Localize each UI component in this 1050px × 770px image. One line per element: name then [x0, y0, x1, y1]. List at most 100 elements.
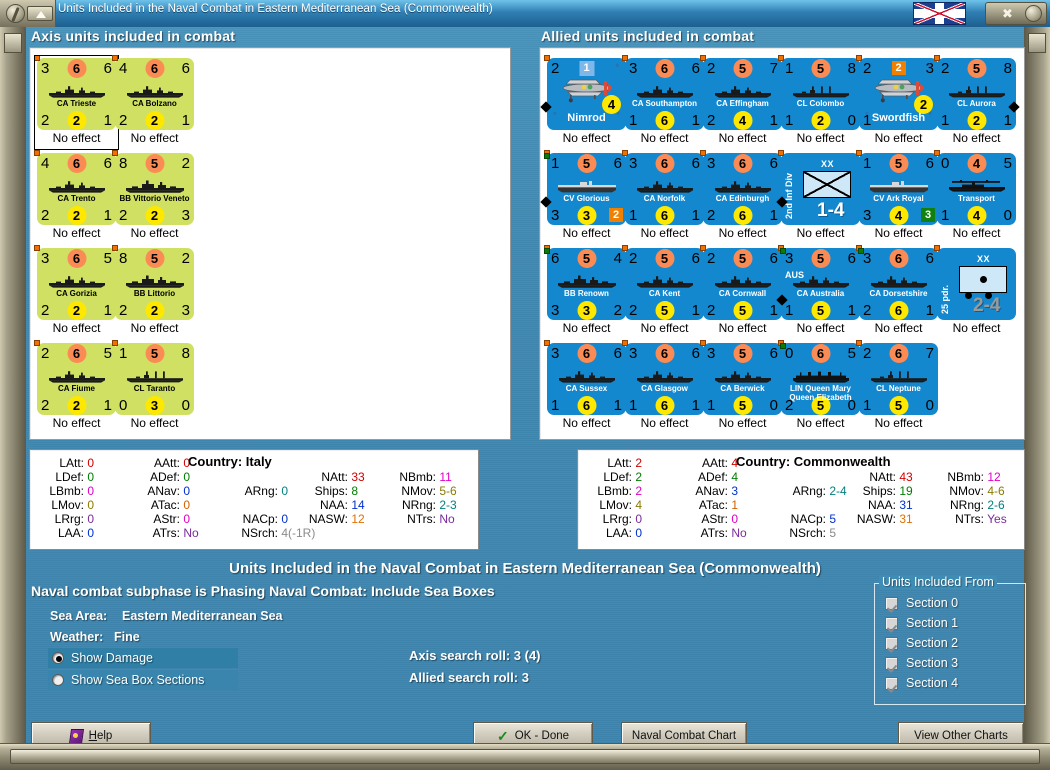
unit-cell[interactable]: 1 8 1 0 5 2 CL Colombo No effect: [778, 55, 860, 145]
unit-cell[interactable]: 1 8 0 0 5 3 CL Taranto No effect: [112, 340, 194, 430]
unit-cell[interactable]: 2 7 1 0 6 5 CL Neptune No effect: [856, 340, 938, 430]
radio-show-sea-box-indicator: [52, 674, 64, 686]
unit-effect-label: No effect: [52, 321, 101, 335]
section-checkbox[interactable]: [885, 616, 898, 630]
unit-counter[interactable]: 2 7 2 1 5 4 CA Effingham: [703, 58, 782, 130]
radio-show-sea-box-sections[interactable]: Show Sea Box Sections: [48, 670, 238, 690]
radio-show-damage[interactable]: Show Damage: [48, 648, 238, 668]
unit-effect-label: No effect: [640, 226, 689, 240]
section-checkbox-row-0[interactable]: Section 0: [885, 596, 958, 610]
counter-defense-bubble: 2: [811, 111, 830, 130]
liner-silhouette-icon: [790, 370, 852, 383]
unit-counter[interactable]: 1 8 0 0 5 3 CL Taranto: [115, 343, 194, 415]
allied-section-header: Allied units included in combat: [541, 28, 755, 44]
unit-effect-label: No effect: [796, 321, 845, 335]
stat-line: ATac: 1: [682, 498, 774, 512]
window-collapse-icon[interactable]: [27, 6, 53, 21]
section-checkbox[interactable]: [885, 656, 898, 670]
unit-cell[interactable]: 2 7 2 1 5 4 CA Effingham No effect: [700, 55, 782, 145]
cruiser-silhouette-icon: [712, 85, 774, 98]
section-checkbox-row-1[interactable]: Section 1: [885, 616, 958, 630]
counter-value-bottom-left: 1: [707, 397, 716, 414]
section-checkbox-row-3[interactable]: Section 3: [885, 656, 958, 670]
section-checkbox-row-4[interactable]: Section 4: [885, 676, 958, 690]
orange-marker-icon: [622, 55, 628, 61]
unit-cell[interactable]: 2nd Inf Div XX 1-4 No effect: [778, 150, 860, 240]
section-checkbox[interactable]: [885, 636, 898, 650]
counter-unit-name: CA Effingham: [716, 99, 769, 108]
window-right-ornament[interactable]: ✖: [985, 2, 1047, 25]
unit-counter[interactable]: 2 7 1 0 6 5 CL Neptune: [859, 343, 938, 415]
counter-value-top-left: 3: [707, 155, 716, 172]
stat-line: ANav: 3: [682, 484, 774, 498]
stat-key: NASW:: [308, 512, 348, 526]
stat-key: ANav:: [147, 484, 180, 498]
unit-counter[interactable]: 2nd Inf Div XX 1-4: [781, 153, 860, 225]
stat-line: NACp: 5: [774, 512, 866, 526]
section-checkbox[interactable]: [885, 676, 898, 690]
unit-cell[interactable]: 25 pdr. XX 2-4 No effect: [934, 245, 1016, 335]
orange-marker-icon: [112, 245, 118, 251]
counter-value-bottom-right: 1: [691, 397, 700, 414]
unit-counter[interactable]: 25 pdr. XX 2-4: [937, 248, 1016, 320]
stat-key: AStr:: [153, 512, 180, 526]
section-checkbox-row-2[interactable]: Section 2: [885, 636, 958, 650]
counter-value-bottom-right: 0: [769, 397, 778, 414]
unit-counter[interactable]: 3 6 1 1 5 5 AUS CA Australia: [781, 248, 860, 320]
section-checkbox[interactable]: [885, 596, 898, 610]
unit-cell[interactable]: 3 6 1 1 5 5 AUS CA Australia No effect: [778, 245, 860, 335]
unit-counter[interactable]: 2 1 4 Nimrod * * *: [547, 58, 626, 130]
counter-value-top-right: 6: [181, 60, 190, 77]
unit-counter[interactable]: 1 8 1 0 5 2 CL Colombo: [781, 58, 860, 130]
unit-cell[interactable]: 2 1 4 Nimrod * * * No effect: [544, 55, 626, 145]
